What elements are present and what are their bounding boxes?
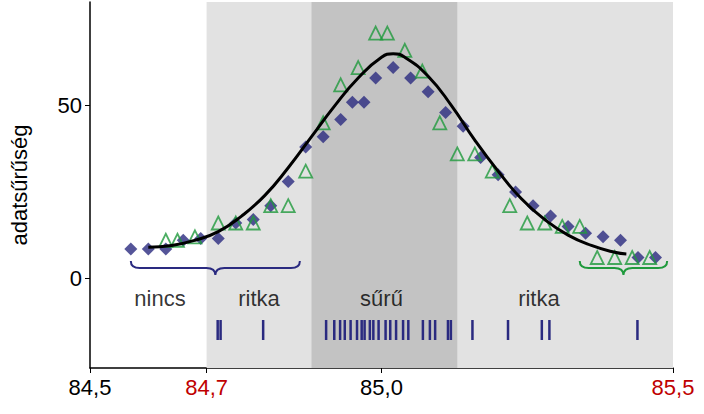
svg-text:ritka: ritka: [518, 286, 560, 311]
svg-text:nincs: nincs: [134, 286, 185, 311]
svg-text:0: 0: [70, 266, 82, 291]
svg-text:ritka: ritka: [238, 286, 280, 311]
svg-text:84,5: 84,5: [69, 375, 112, 400]
svg-text:50: 50: [58, 93, 82, 118]
svg-text:85,5: 85,5: [652, 375, 695, 400]
svg-text:adatsűrűség: adatsűrűség: [7, 124, 32, 245]
svg-text:85,0: 85,0: [360, 375, 403, 400]
svg-text:sűrű: sűrű: [360, 286, 403, 311]
svg-text:84,7: 84,7: [185, 375, 228, 400]
